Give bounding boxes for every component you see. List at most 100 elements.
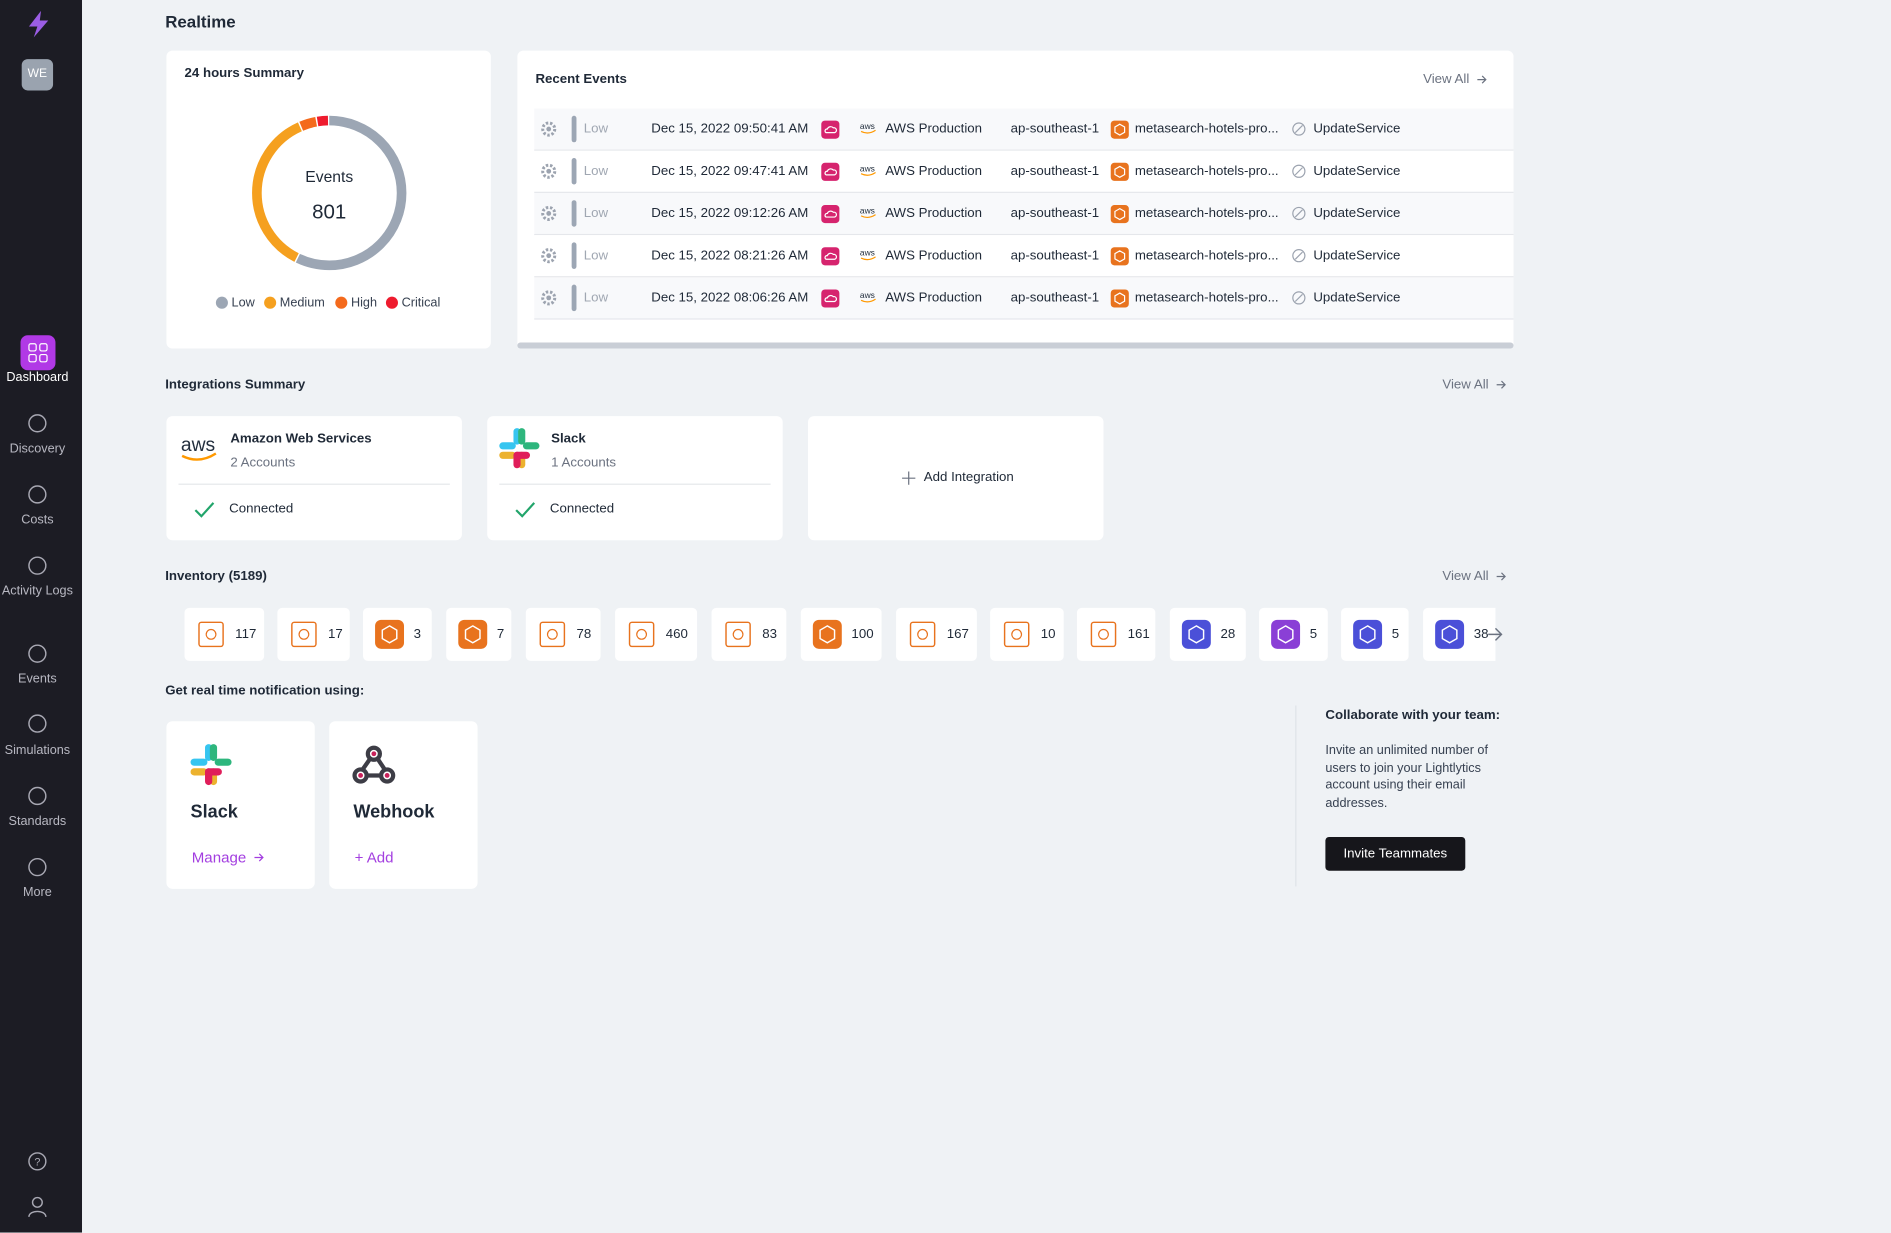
- icon-part: [39, 353, 48, 363]
- channel-action[interactable]: + Add: [354, 849, 394, 866]
- integration-card[interactable]: aws Amazon Web Services 2 Accounts Connecte…: [166, 416, 462, 541]
- view-all[interactable]: View All: [1442, 569, 1489, 584]
- inventory-count: 83: [762, 627, 777, 642]
- nav-icon-active[interactable]: [20, 335, 56, 371]
- channel-action[interactable]: Manage: [191, 849, 247, 866]
- nav-icon[interactable]: [28, 556, 47, 575]
- icon-part: [821, 247, 840, 266]
- event-row[interactable]: Low Dec 15, 2022 09:12:26 AM aws AWS Produc…: [534, 192, 1514, 236]
- inventory-tile[interactable]: 83: [711, 607, 787, 661]
- icon-part: [546, 253, 552, 259]
- scroll-arrow[interactable]: [1488, 627, 1503, 641]
- icon-part: [1011, 628, 1023, 640]
- inventory-tile[interactable]: 460: [615, 607, 698, 661]
- icon-part: [860, 256, 876, 261]
- inventory-count: 117: [235, 627, 257, 642]
- nav-icon[interactable]: [28, 644, 47, 663]
- inventory-tile[interactable]: 10: [990, 607, 1064, 661]
- nav-icon[interactable]: [28, 485, 47, 504]
- icon-part: [821, 120, 840, 139]
- event-time: Dec 15, 2022 09:12:26 AM: [651, 206, 809, 221]
- inventory-tile[interactable]: 100: [800, 607, 882, 661]
- legend-label: Medium: [279, 295, 325, 310]
- icon-part: [860, 298, 876, 303]
- inventory-tile[interactable]: 7: [446, 607, 512, 661]
- nav-label[interactable]: Discovery: [9, 441, 66, 456]
- inventory-icon: [458, 619, 488, 649]
- icon-part: [371, 751, 377, 757]
- icon-part: [1277, 625, 1294, 644]
- icon-part: [381, 625, 398, 644]
- nav-label[interactable]: More: [22, 885, 52, 900]
- icon-part: [812, 619, 842, 649]
- inventory-tile[interactable]: 5: [1259, 607, 1328, 661]
- event-row[interactable]: Low Dec 15, 2022 09:47:41 AM aws AWS Produc…: [534, 150, 1514, 193]
- nav-label[interactable]: Standards: [8, 814, 67, 829]
- nav-icon[interactable]: [28, 343, 48, 363]
- icon-part: [821, 289, 840, 308]
- nav-icon[interactable]: [28, 714, 47, 733]
- inventory-icon: [725, 621, 751, 648]
- aws-icon: aws: [860, 163, 876, 176]
- inventory-tile[interactable]: 17: [277, 607, 350, 661]
- channel-card[interactable]: Slack Manage: [166, 721, 315, 889]
- inventory-tile[interactable]: 5: [1341, 607, 1409, 661]
- channel-card[interactable]: Webhook + Add: [329, 721, 478, 889]
- nav-label[interactable]: Activity Logs: [1, 583, 73, 599]
- resource-icon: [1110, 247, 1129, 266]
- inventory-tile[interactable]: 117: [184, 607, 265, 661]
- resource: metasearch-hotels-pro...: [1134, 206, 1279, 221]
- add-integration[interactable]: Add Integration: [923, 470, 1014, 485]
- inventory-tile[interactable]: 38: [1423, 607, 1496, 661]
- inventory-tile[interactable]: 161: [1076, 607, 1156, 661]
- view-all[interactable]: View All: [1442, 377, 1489, 392]
- gear-icon: [541, 290, 557, 306]
- nav-icon[interactable]: [28, 414, 47, 433]
- webhook-logo: [352, 745, 396, 784]
- inventory-tile[interactable]: 28: [1169, 607, 1246, 661]
- integration-card[interactable]: Slack 1 Accounts Connected: [487, 416, 783, 541]
- nav-label[interactable]: Dashboard: [6, 370, 69, 385]
- aws-icon: aws: [860, 248, 876, 261]
- nav-label[interactable]: Costs: [21, 512, 54, 528]
- icon-part: [464, 625, 481, 644]
- card-title: 24 hours Summary: [184, 66, 304, 81]
- check-icon: [515, 502, 536, 518]
- icon-part: ?: [34, 1157, 40, 1169]
- severity-bar: [571, 242, 577, 269]
- event-time: Dec 15, 2022 08:21:26 AM: [651, 248, 809, 263]
- icon-part: [190, 768, 208, 776]
- nav-icon[interactable]: [28, 857, 47, 877]
- add-integration-card[interactable]: Add Integration: [808, 416, 1104, 541]
- inventory-tile[interactable]: 78: [525, 607, 601, 661]
- icon-part: [209, 744, 218, 761]
- icon-part: [1110, 247, 1129, 266]
- nav-label[interactable]: Simulations: [4, 742, 71, 758]
- event-row[interactable]: Low Dec 15, 2022 08:06:26 AM aws AWS Produc…: [534, 277, 1514, 320]
- icon-part: [1292, 206, 1306, 221]
- inventory-icon: [812, 619, 842, 649]
- severity: Low: [583, 290, 609, 306]
- invite-button[interactable]: Invite Teammates: [1325, 836, 1466, 871]
- nav-label[interactable]: Events: [18, 671, 57, 687]
- legend-label: Low: [231, 295, 255, 310]
- icon-part: [1477, 75, 1487, 84]
- view-all[interactable]: View All: [1423, 72, 1470, 87]
- integration-name: Amazon Web Services: [230, 431, 372, 447]
- avatar-box: [21, 59, 54, 91]
- nav-icon[interactable]: [28, 786, 47, 806]
- icon-part: [824, 210, 837, 218]
- aws-icon: aws: [860, 205, 876, 219]
- icon-part: [1098, 628, 1109, 640]
- user-icon[interactable]: [28, 1196, 47, 1218]
- inventory-tile[interactable]: 167: [896, 607, 977, 661]
- event-row[interactable]: Low Dec 15, 2022 09:50:41 AM aws AWS Produc…: [534, 108, 1514, 151]
- icon-part: [214, 758, 232, 766]
- icon-part: [1359, 625, 1376, 644]
- divider: [1295, 705, 1297, 887]
- legend-dot: [335, 296, 348, 309]
- help-icon[interactable]: ?: [28, 1152, 47, 1171]
- event-row[interactable]: Low Dec 15, 2022 08:21:26 AM aws AWS Produc…: [534, 235, 1514, 278]
- icon-part: [205, 628, 217, 640]
- inventory-tile[interactable]: 3: [363, 607, 432, 661]
